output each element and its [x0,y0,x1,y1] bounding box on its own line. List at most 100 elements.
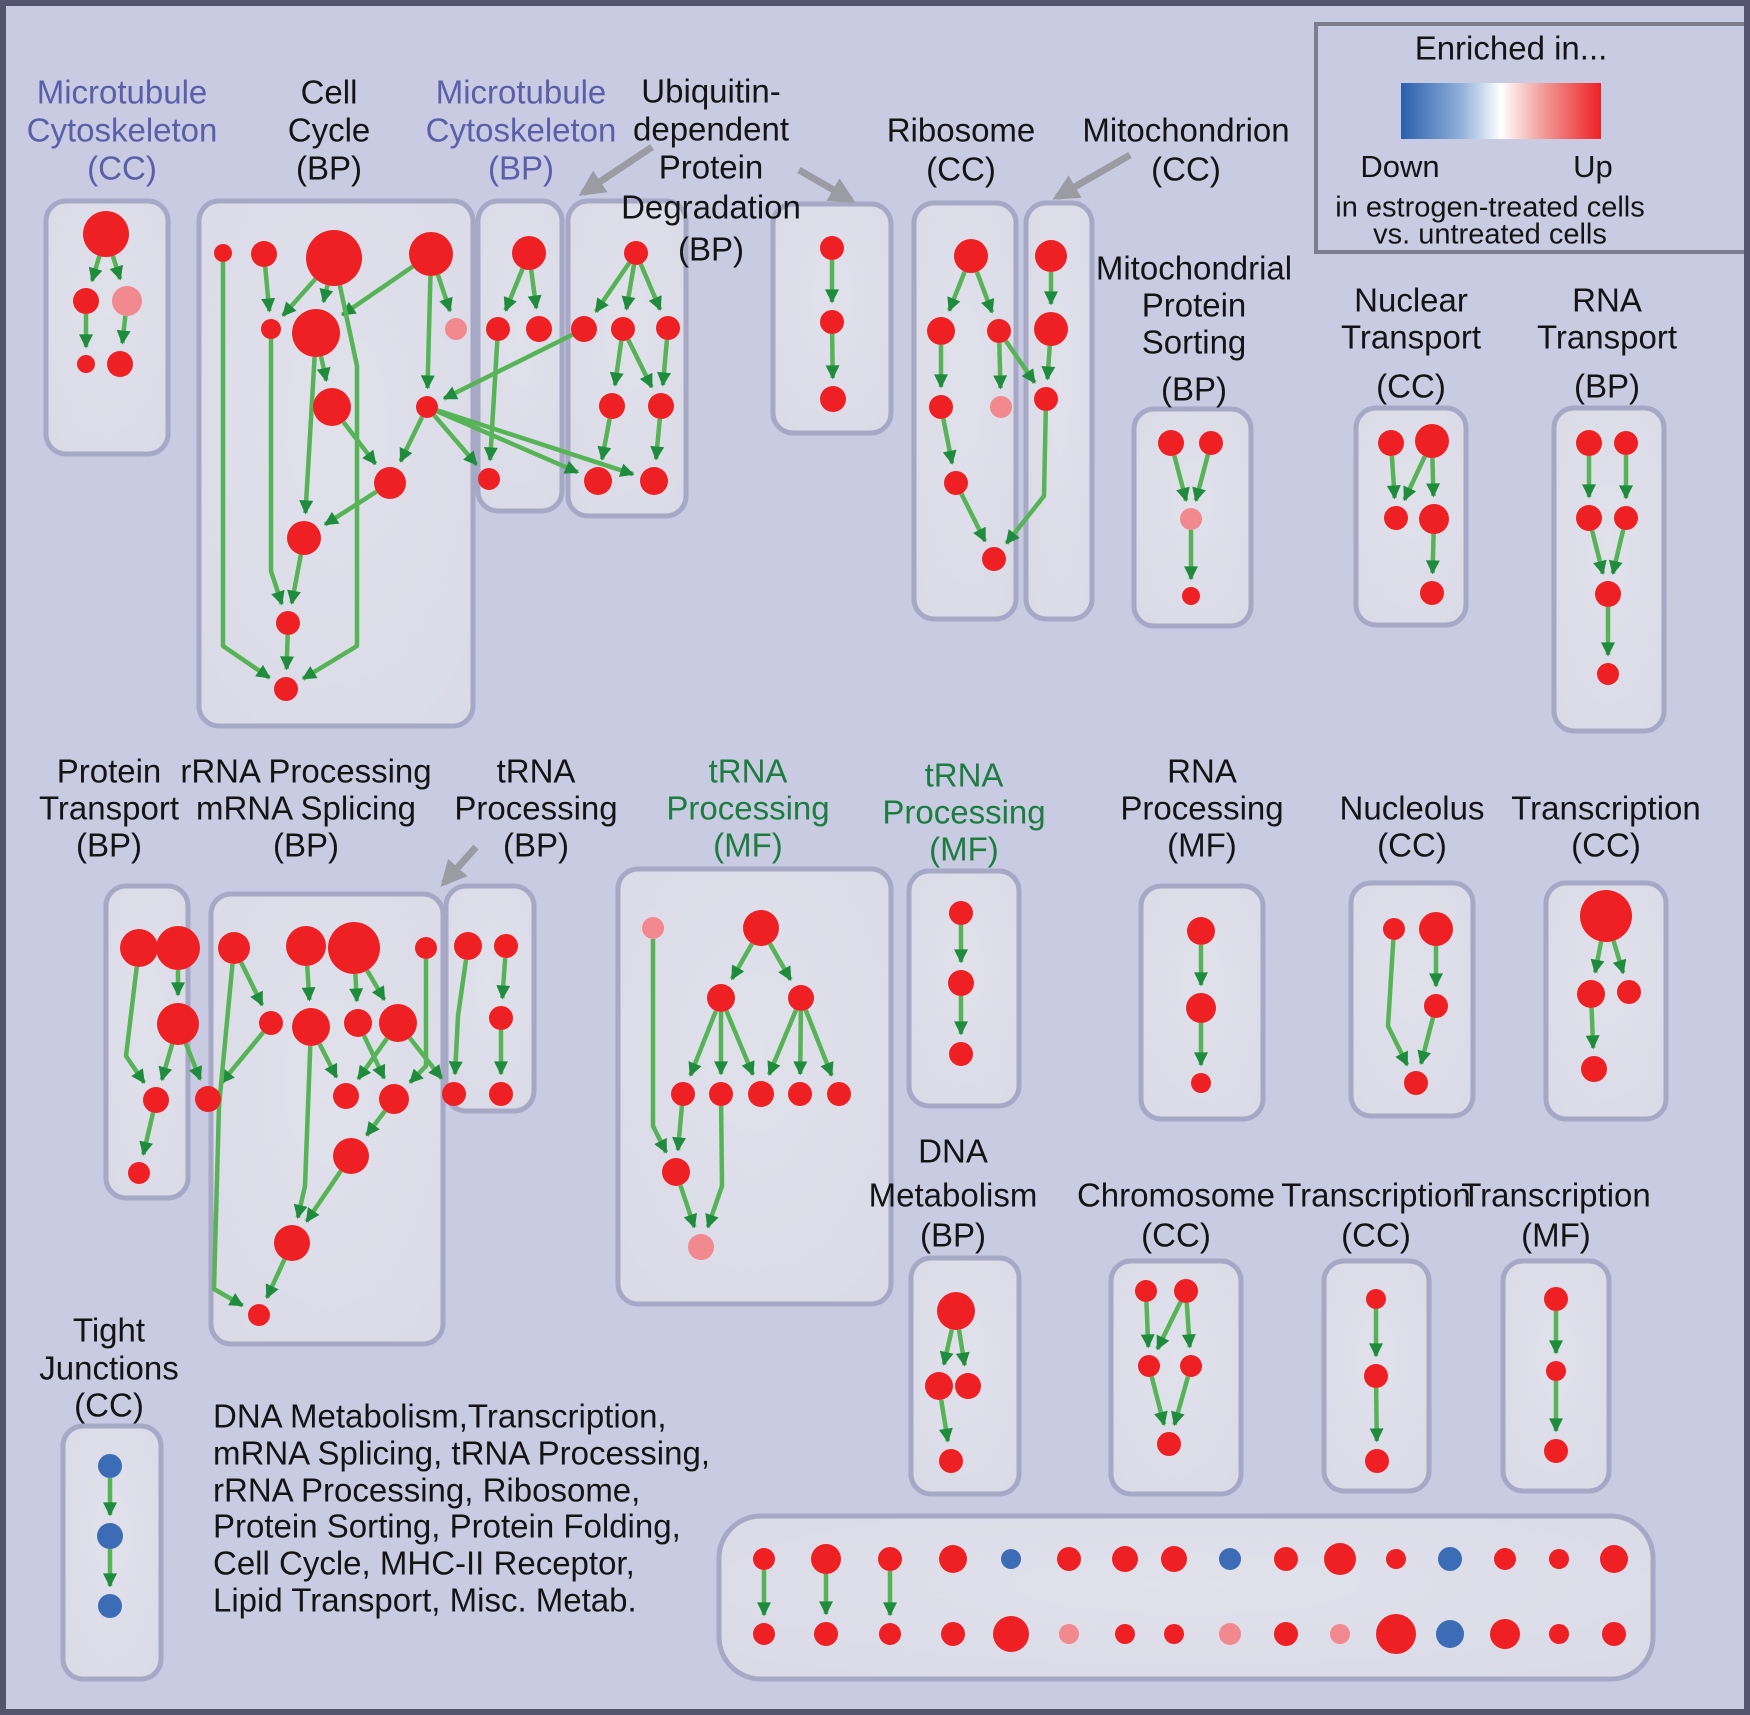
edge [1426,457,1441,498]
go-term-node [333,1138,369,1174]
cluster-label-mitochondrial-protein-sorting-bp: Sorting [1142,324,1247,361]
cluster-label-microtubule-cytoskeleton-cc: (CC) [87,150,157,187]
annotation-arrow [1052,151,1132,201]
edge [767,942,793,981]
go-term-node [1138,1355,1160,1377]
go-term-node [1376,1614,1416,1654]
go-term-node [814,1622,838,1646]
go-term-node [1614,431,1638,455]
go-term-node [1219,1623,1241,1645]
edge [356,1037,389,1081]
go-term-node [442,1082,466,1106]
edge [609,340,624,387]
cluster-label-cell-cycle-bp: Cycle [288,112,371,149]
go-term-node [292,309,340,357]
cluster-label-transcription-mf: (MF) [1521,1217,1591,1254]
cluster-label-dna-metabolism-bp: Metabolism [869,1177,1038,1214]
cluster-label-ubiquitin-degradation-bp-1: Degradation [621,189,801,226]
cluster-label-dna-metabolism-bp: (BP) [920,1217,986,1254]
edge [109,255,124,281]
edge [116,315,131,345]
edge [638,263,663,311]
edge [959,492,988,543]
go-term-node [1490,1619,1520,1649]
go-term-node [274,677,298,701]
cluster-label-trna-processing-bp: tRNA [497,753,576,790]
go-term-node [107,351,133,377]
go-term-node [214,244,232,262]
edge [435,274,453,313]
go-term-node [415,937,437,959]
edge [301,965,316,1002]
cluster-label-microtubule-cytoskeleton-cc: Microtubule [37,74,208,111]
edge [436,408,635,477]
cluster-labels: MicrotubuleCytoskeleton(CC)CellCycle(BP)… [27,73,1701,1424]
go-term-node [688,1234,714,1260]
go-term-node [1182,587,1200,605]
cluster-box-rrna-processing-mrna-splicing-bp [208,891,446,1347]
edge [281,277,318,318]
edge [1590,941,1605,974]
edge [158,1043,175,1082]
go-term-node [1057,1547,1081,1571]
edge [1369,1387,1384,1443]
go-term-node [1404,1071,1428,1095]
edge [448,959,469,1076]
go-term-node [1059,1624,1079,1644]
edge [1385,939,1410,1067]
go-term-node [1580,890,1632,942]
go-term-node [1494,1548,1516,1570]
go-term-node [584,467,612,495]
edge [1402,455,1427,502]
go-term-node [112,286,142,316]
cluster-label-mitochondrion-cc: Mitochondrion [1082,112,1289,149]
edge [766,1009,799,1076]
cluster-label-chromosome-cc: Chromosome [1077,1177,1275,1214]
go-term-node [374,467,406,499]
go-term-node [820,386,846,412]
edge [123,966,147,1084]
cluster-label-trna-processing-mf-2: Processing [882,794,1045,831]
cluster-label-ribosome-cc: Ribosome [887,112,1036,149]
edge [293,1045,313,1220]
cluster-label-ribosome-cc: (CC) [926,151,996,188]
edge [1181,1302,1196,1349]
edge [323,489,378,527]
go-network-figure: MicrotubuleCytoskeleton(CC)CellCycle(BP)… [27,22,1744,1682]
edge [650,939,669,1154]
cluster-label-protein-transport-bp: Transport [39,790,179,827]
go-term-node [1186,993,1216,1023]
go-term-node [1419,912,1453,946]
go-term-node [1364,1364,1388,1388]
edge [279,634,294,671]
edge [1425,533,1440,575]
cluster-label-nuclear-transport-cc: (CC) [1376,368,1446,405]
cluster-label-mitochondrial-protein-sorting-bp: (BP) [1161,371,1227,408]
go-term-node [286,926,326,966]
go-term-node [98,1594,122,1618]
cluster-label-protein-transport-bp: Protein [57,753,162,790]
edge [219,1030,266,1085]
edge [287,554,304,605]
go-term-node [611,317,635,341]
go-term-node [77,355,95,373]
uncategorized-terms-text: DNA Metabolism,Transcription,mRNA Splici… [213,1398,710,1619]
go-term-node [987,319,1011,343]
cluster-label-microtubule-cytoskeleton-bp: (BP) [488,150,554,187]
edge [947,270,967,312]
cluster-box-chromosome-cc [1108,1258,1244,1497]
go-term-node [948,970,974,996]
go-term-node [344,1009,372,1037]
cluster-box-nuclear-transport-cc [1353,405,1469,628]
legend: Enriched in... Down Up in estrogen-treated … [1314,22,1744,254]
cluster-label-rrna-processing-mrna-splicing-bp: (BP) [273,827,339,864]
annotation-arrow [797,166,856,204]
go-term-node [927,317,955,345]
go-term-node [1174,1279,1198,1303]
go-term-node [925,1372,953,1400]
cluster-label-tight-junctions-cc: (CC) [74,1387,144,1424]
go-term-node [1034,387,1058,411]
cluster-label-rna-transport-bp: (BP) [1574,368,1640,405]
go-term-node [416,396,438,418]
